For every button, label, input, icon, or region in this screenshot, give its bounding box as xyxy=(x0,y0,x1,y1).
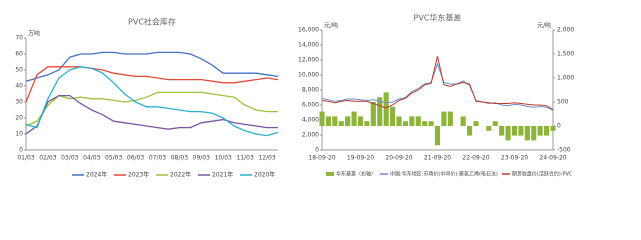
x-tick-label: 07/03 xyxy=(149,155,166,162)
x-tick-label: 04/03 xyxy=(83,155,100,162)
bar xyxy=(511,126,518,136)
bar xyxy=(550,126,556,131)
line xyxy=(25,91,278,127)
y2-tick-label: -500 xyxy=(557,147,571,154)
bar xyxy=(409,116,415,126)
y2-axis-label: 元/吨 xyxy=(537,22,551,30)
y-axis-label: 万吨 xyxy=(28,30,40,38)
bar xyxy=(351,111,357,126)
bar xyxy=(518,126,524,136)
y-tick-label: 2,000 xyxy=(302,132,319,139)
legend-label: 期货收盘价(活跃合约):PVC xyxy=(512,171,573,178)
bar xyxy=(486,126,492,131)
chart-title: PVC华东基差 xyxy=(414,13,462,23)
legend-label: 中国:华东地区:市场价(中间价):聚氯乙烯(电石法) xyxy=(390,171,498,178)
y-tick-label: 0 xyxy=(19,147,23,154)
bar xyxy=(499,126,505,136)
bar xyxy=(434,126,441,146)
line xyxy=(25,51,279,82)
x-tick-label: 21-09-20 xyxy=(424,155,451,162)
y-tick-label: 50 xyxy=(15,67,23,74)
bar xyxy=(441,111,447,126)
bar xyxy=(332,116,338,126)
chart-title: PVC社会库存 xyxy=(128,17,176,27)
x-tick-label: 20-09-20 xyxy=(385,155,412,162)
y-tick-label: 6,000 xyxy=(302,102,319,109)
x-tick-label: 01/03 xyxy=(17,155,34,162)
bar xyxy=(383,92,389,126)
y2-tick-label: 0 xyxy=(557,123,561,130)
legend-label: 2020年 xyxy=(254,171,275,179)
bar xyxy=(370,102,376,126)
y-tick-label: 0 xyxy=(315,147,319,154)
line xyxy=(25,66,279,103)
x-tick-label: 10/03 xyxy=(215,155,232,162)
y-tick-label: 16,000 xyxy=(298,27,319,34)
bar xyxy=(544,126,550,136)
x-tick-label: 19-09-20 xyxy=(347,155,374,162)
y-axis-label: 元/吨 xyxy=(324,22,338,30)
bar xyxy=(390,106,396,126)
line xyxy=(25,94,278,135)
x-tick-label: 06/03 xyxy=(127,155,144,162)
x-tick-label: 05/03 xyxy=(105,155,122,162)
bar xyxy=(338,121,344,126)
bar xyxy=(415,116,421,126)
bar xyxy=(422,121,428,126)
x-tick-label: 24-09-20 xyxy=(539,155,566,162)
bar xyxy=(345,116,351,126)
x-tick-label: 18-09-20 xyxy=(308,155,335,162)
bar xyxy=(377,97,383,126)
y2-tick-label: 1,000 xyxy=(557,75,574,82)
bar xyxy=(428,121,434,126)
bar xyxy=(364,121,370,126)
bar xyxy=(319,111,325,126)
legend-label: 2023年 xyxy=(128,171,149,179)
bar xyxy=(460,116,466,126)
y-tick-label: 8,000 xyxy=(302,87,319,94)
x-tick-label: 12/03 xyxy=(258,155,275,162)
x-tick-label: 23-09-20 xyxy=(501,155,528,162)
x-tick-label: 02/03 xyxy=(39,155,56,162)
x-tick-label: 08/03 xyxy=(171,155,188,162)
legend-swatch xyxy=(326,172,334,176)
bar xyxy=(492,121,498,126)
bar xyxy=(473,121,479,126)
y2-tick-label: 2,000 xyxy=(557,27,574,34)
bar xyxy=(537,126,543,136)
x-tick-label: 09/03 xyxy=(193,155,210,162)
y-tick-label: 70 xyxy=(15,35,23,42)
y-tick-label: 14,000 xyxy=(298,42,319,49)
y2-tick-label: 500 xyxy=(557,99,569,106)
bar xyxy=(447,111,453,126)
bar xyxy=(357,116,364,126)
bar xyxy=(467,126,473,136)
bar xyxy=(505,126,511,141)
y-tick-label: 30 xyxy=(15,99,23,106)
x-tick-label: 03/03 xyxy=(61,155,78,162)
bar xyxy=(402,121,408,126)
bar xyxy=(524,126,530,141)
y-tick-label: 40 xyxy=(15,83,23,90)
legend-label: 华东基差（右轴） xyxy=(336,171,376,178)
line xyxy=(25,66,279,137)
line xyxy=(321,62,554,111)
y-tick-label: 12,000 xyxy=(298,57,319,64)
line xyxy=(321,56,554,110)
bar xyxy=(531,126,537,141)
y-tick-label: 60 xyxy=(15,51,23,58)
y-tick-label: 20 xyxy=(15,115,23,122)
y-tick-label: 10,000 xyxy=(298,72,319,79)
y-tick-label: 4,000 xyxy=(302,117,319,124)
bar xyxy=(325,116,331,126)
legend-label: 2024年 xyxy=(86,171,107,179)
legend-label: 2022年 xyxy=(170,171,191,179)
bar xyxy=(396,116,402,126)
x-tick-label: 11/03 xyxy=(236,155,253,162)
x-tick-label: 22-09-20 xyxy=(462,155,489,162)
y-tick-label: 10 xyxy=(15,131,23,138)
legend-label: 2021年 xyxy=(212,171,233,179)
y2-tick-label: 1,500 xyxy=(557,51,574,58)
